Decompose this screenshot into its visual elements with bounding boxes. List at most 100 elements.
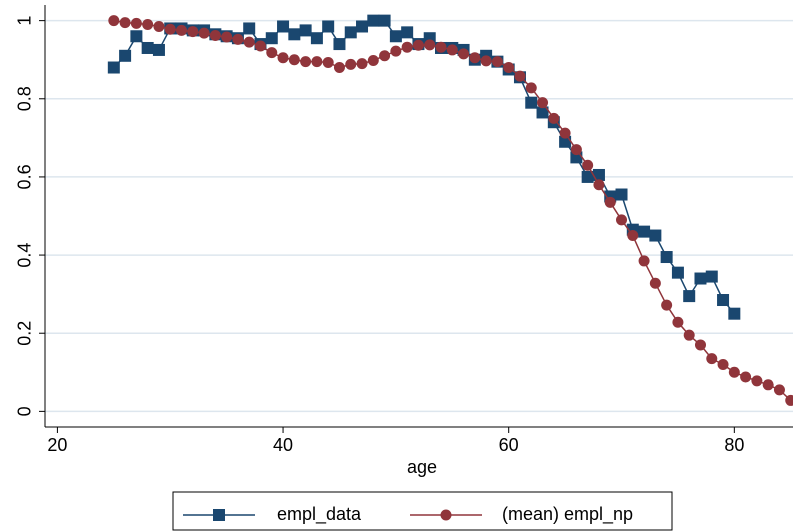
legend-label: (mean) empl_np: [502, 504, 633, 525]
legend-box: [172, 491, 673, 531]
marker: [525, 82, 537, 94]
marker: [705, 270, 718, 283]
marker: [537, 97, 549, 109]
marker: [299, 24, 312, 37]
marker: [559, 127, 571, 139]
y-tick-label: 0.2: [15, 321, 35, 346]
x-tick-label: 60: [499, 435, 519, 455]
marker: [593, 179, 605, 191]
marker: [356, 20, 369, 33]
marker: [119, 17, 131, 29]
marker: [344, 26, 357, 39]
marker: [740, 371, 752, 383]
marker: [390, 45, 402, 57]
marker: [130, 17, 142, 29]
marker: [525, 96, 538, 109]
x-tick-label: 40: [273, 435, 293, 455]
marker: [694, 339, 706, 351]
marker: [671, 266, 684, 279]
marker: [322, 20, 335, 33]
marker: [728, 307, 741, 320]
marker: [785, 394, 793, 406]
marker: [717, 294, 730, 307]
marker: [706, 353, 718, 365]
marker: [660, 251, 673, 264]
marker: [310, 32, 323, 45]
marker: [187, 26, 199, 38]
marker: [265, 32, 278, 45]
marker: [141, 41, 154, 54]
marker: [638, 255, 650, 267]
marker: [649, 229, 662, 242]
x-tick-label: 80: [724, 435, 744, 455]
y-tick-label: 0: [15, 406, 35, 416]
marker: [243, 36, 255, 48]
marker: [108, 15, 120, 27]
marker: [638, 225, 651, 238]
marker: [311, 56, 323, 68]
marker: [728, 366, 740, 378]
marker: [424, 39, 436, 51]
marker: [649, 277, 661, 289]
legend-marker: [440, 509, 452, 521]
marker: [243, 22, 256, 35]
marker: [345, 58, 357, 70]
marker: [389, 30, 402, 43]
marker: [773, 384, 785, 396]
marker: [254, 40, 266, 52]
y-tick-label: 0.4: [15, 243, 35, 268]
marker: [209, 29, 221, 41]
marker: [401, 26, 414, 39]
marker: [176, 24, 188, 36]
x-tick-label: 20: [47, 435, 67, 455]
marker: [107, 61, 120, 74]
marker: [367, 54, 379, 66]
legend-marker: [213, 509, 225, 521]
marker: [694, 272, 707, 285]
marker: [627, 230, 639, 242]
marker: [322, 56, 334, 68]
marker: [762, 379, 774, 391]
marker: [480, 55, 492, 67]
marker: [604, 196, 616, 208]
marker: [469, 52, 481, 64]
marker: [683, 329, 695, 341]
marker: [300, 56, 312, 68]
marker: [152, 43, 165, 56]
marker: [536, 106, 549, 119]
marker: [401, 41, 413, 53]
marker: [581, 170, 594, 183]
marker: [491, 56, 503, 68]
marker: [277, 20, 290, 33]
marker: [615, 188, 628, 201]
marker: [378, 14, 391, 27]
marker: [683, 290, 696, 303]
marker: [661, 299, 673, 311]
marker: [277, 52, 289, 64]
y-tick-label: 0.8: [15, 86, 35, 111]
marker: [367, 14, 380, 27]
marker: [582, 159, 594, 171]
y-tick-label: 1: [15, 16, 35, 26]
marker: [717, 358, 729, 370]
marker: [221, 31, 233, 43]
marker: [592, 168, 605, 181]
marker: [333, 38, 346, 51]
marker: [333, 62, 345, 74]
marker: [570, 144, 582, 156]
marker: [446, 44, 458, 56]
y-tick-label: 0.6: [15, 164, 35, 189]
marker: [548, 112, 560, 124]
marker: [412, 39, 424, 51]
marker: [164, 23, 176, 35]
marker: [458, 48, 470, 60]
marker: [198, 27, 210, 39]
marker: [288, 54, 300, 66]
marker: [130, 30, 143, 43]
marker: [503, 62, 515, 74]
marker: [232, 33, 244, 45]
marker: [616, 214, 628, 226]
marker: [266, 47, 278, 59]
